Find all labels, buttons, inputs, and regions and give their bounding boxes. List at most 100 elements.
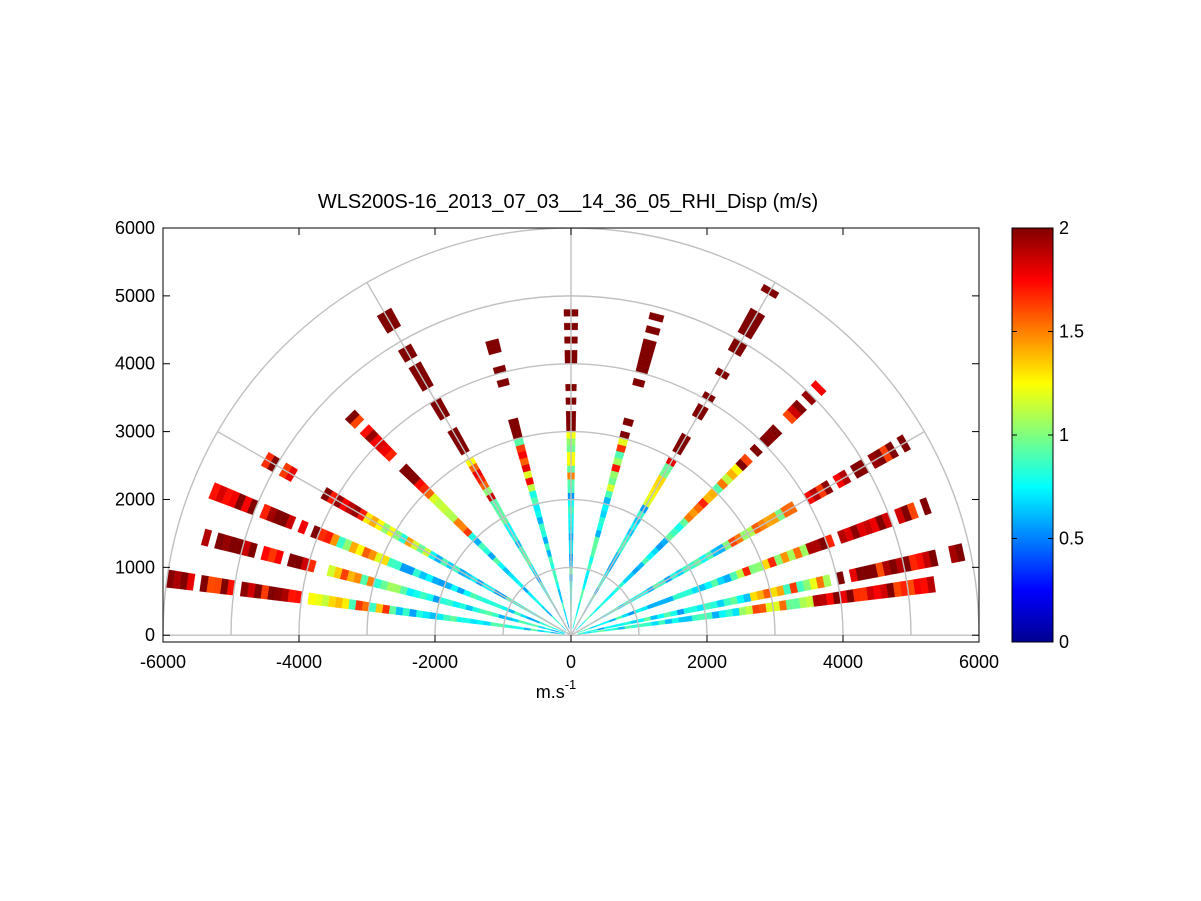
range-gate-cell [536,600,544,608]
range-gate-cell [656,613,665,619]
x-axis-label-superscript: -1 [565,677,577,692]
x-axis-label: m.s-1 [536,677,577,702]
range-gate-cell [563,608,567,616]
range-gate-cell [738,606,747,616]
range-gate-cell [326,564,337,578]
range-gate-cell [508,417,520,427]
range-gate-cell [678,616,686,623]
range-gate-cell [496,377,510,388]
range-gate-cell [546,549,552,558]
x-tick-label: -6000 [140,652,186,672]
range-gate-cell [664,618,673,625]
range-gate-cell [260,545,271,562]
range-gate-cell [591,542,598,551]
range-gate-cell [691,614,700,622]
range-gate-cell [617,626,626,630]
range-gate-cell [578,595,583,603]
range-gate-cell [523,627,531,631]
range-gate-cell [926,576,936,594]
range-gate-cell [239,581,249,598]
range-gate-cell [594,605,601,612]
polar-grid-spoke [217,431,572,636]
range-gate-cell [670,610,679,617]
range-gate-cell [544,542,551,551]
x-tick-label: 0 [566,652,576,672]
range-gate-cell [395,606,404,616]
range-gate-cell [546,610,553,617]
range-gate-cell [539,621,547,626]
range-gate-cell [588,555,594,564]
range-gate-cell [516,626,525,630]
range-gate-cell [603,595,611,603]
range-gate-cell [596,622,604,627]
range-gate-cell [537,625,546,629]
range-gate-cell [611,627,619,631]
range-gate-cell [489,621,498,627]
range-gate-cell [537,629,545,633]
range-gate-cell [442,614,451,622]
polar-grid-spoke [366,282,572,636]
range-gate-cell [476,619,484,625]
chart-title: WLS200S-16_2013_07_03__14_36_05_RHI_Disp… [318,191,818,213]
y-tick-label: 1000 [115,557,155,577]
colorbar-tick-label: 1.5 [1059,322,1084,342]
range-gate-cell [928,549,939,568]
range-gate-cell [510,625,518,629]
range-gate-cell [286,553,297,568]
range-gate-cell [469,618,478,625]
range-gate-cell [559,595,564,603]
range-gate-cell [583,627,591,631]
range-gate-cell [530,628,538,632]
colorbar-tick-label: 1 [1059,425,1069,445]
colorbar-tick-label: 0 [1059,632,1069,652]
range-gate-cell [608,617,617,623]
range-gate-cell [375,603,384,614]
range-gate-cell [906,502,919,520]
range-gate-cell [768,424,783,439]
range-gate-cell [610,624,618,628]
range-gate-cell [589,610,596,617]
range-gate-cell [503,624,511,629]
range-gate-cell [465,604,474,612]
x-tick-label: 6000 [959,652,999,672]
range-gate-cell [532,618,540,624]
range-gate-cell [745,605,754,615]
range-gate-cell [643,616,652,622]
range-gate-cell [519,613,528,619]
x-tick-label: -2000 [412,652,458,672]
range-gate-cell [577,602,581,610]
y-tick-label: 0 [145,625,155,645]
range-gate-cell [580,620,586,627]
range-gate-cell [200,528,213,547]
polar-grid-spoke [570,431,925,636]
range-gate-cell [822,574,832,588]
range-gate-cell [449,615,458,622]
range-gate-cell [919,497,932,516]
range-gate-cell [758,603,767,614]
range-gate-cell [259,503,272,520]
x-tick-label: -4000 [276,652,322,672]
range-gate-cell [632,377,646,388]
range-gate-cell [582,582,587,590]
y-tick-label: 4000 [115,354,155,374]
range-gate-cell [518,619,526,625]
range-gate-cell [590,549,596,558]
range-gate-cell [683,607,692,614]
range-gate-cell [494,602,503,609]
range-gate-cell [344,409,360,425]
colorbar-tick-label: 2 [1059,218,1069,238]
range-gate-cell [513,610,522,617]
range-gate-cell [462,617,471,624]
x-tick-label: 4000 [823,652,863,672]
range-gate-cell [575,608,579,616]
range-gate-cell [740,453,753,467]
range-gate-cell [711,611,720,619]
range-gate-cell [415,609,424,618]
range-gate-cell [485,338,501,349]
range-gate-cell [622,417,634,427]
range-gate-cell [541,605,548,612]
x-axis-ticks: -6000 -4000 -2000 0 2000 4000 6000 [140,228,999,672]
range-gate-cell [574,615,577,623]
range-gate-cell [381,604,390,614]
range-gate-cell [478,608,487,615]
